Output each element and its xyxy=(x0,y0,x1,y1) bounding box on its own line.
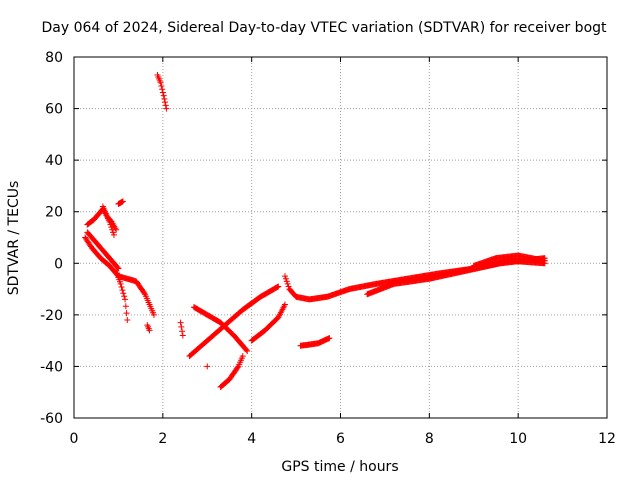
data-point-marker xyxy=(179,328,186,335)
data-point-marker xyxy=(119,198,126,205)
data-point-marker xyxy=(159,89,166,96)
data-point-marker xyxy=(150,311,157,318)
data-point-marker xyxy=(107,221,114,228)
x-tick-label: 4 xyxy=(247,431,256,447)
data-point-marker xyxy=(162,99,169,106)
data-point-marker xyxy=(541,257,548,264)
data-point-marker xyxy=(159,86,166,93)
axis-ticks: 0 2 4 6 8 10 12 -60 -40 -20 0 20 40 60 80 xyxy=(40,50,616,447)
data-point-marker xyxy=(146,327,153,334)
data-point-marker xyxy=(204,363,211,370)
data-point-marker xyxy=(110,231,117,238)
x-tick-label: 2 xyxy=(158,431,167,447)
data-point-marker xyxy=(244,347,251,354)
y-tick-label: 20 xyxy=(45,205,63,221)
y-tick-label: -20 xyxy=(40,308,63,324)
data-point-marker xyxy=(234,364,241,371)
data-point-marker xyxy=(283,278,290,285)
x-tick-label: 12 xyxy=(598,431,616,447)
x-tick-label: 6 xyxy=(336,431,345,447)
data-series xyxy=(82,72,548,391)
data-point-marker xyxy=(163,105,170,112)
data-point-marker xyxy=(160,92,167,99)
x-tick-label: 10 xyxy=(509,431,527,447)
data-point-marker xyxy=(119,287,126,294)
x-axis-label: GPS time / hours xyxy=(281,459,398,475)
data-point-marker xyxy=(284,280,291,287)
data-point-marker xyxy=(108,224,115,231)
data-point-marker xyxy=(326,335,333,342)
data-point-marker xyxy=(106,219,113,226)
data-point-marker xyxy=(177,319,184,326)
data-point-marker xyxy=(122,296,129,303)
data-point-marker xyxy=(122,303,129,310)
data-point-marker xyxy=(274,284,281,291)
data-point-marker xyxy=(275,283,282,290)
y-tick-label: 0 xyxy=(54,256,63,272)
y-tick-label: 60 xyxy=(45,102,63,118)
data-point-marker xyxy=(121,293,128,300)
x-tick-label: 8 xyxy=(425,431,434,447)
y-tick-label: -60 xyxy=(40,411,63,427)
chart-title: Day 064 of 2024, Sidereal Day-to-day VTE… xyxy=(41,20,607,36)
data-point-marker xyxy=(239,353,246,360)
data-point-marker xyxy=(158,83,165,90)
data-point-marker xyxy=(281,273,288,280)
y-axis-label: SDTVAR / TECUs xyxy=(6,181,22,296)
data-point-marker xyxy=(110,229,117,236)
y-tick-label: -40 xyxy=(40,359,63,375)
data-point-marker xyxy=(141,290,148,297)
data-point-marker xyxy=(157,79,164,86)
data-point-marker xyxy=(118,284,125,291)
data-point-marker xyxy=(179,332,186,339)
data-point-marker xyxy=(117,280,124,287)
y-tick-label: 80 xyxy=(45,50,63,66)
data-point-marker xyxy=(120,290,127,297)
data-point-marker xyxy=(162,102,169,109)
data-point-marker xyxy=(124,317,131,324)
x-tick-label: 0 xyxy=(70,431,79,447)
grid xyxy=(74,57,607,418)
data-point-marker xyxy=(123,310,130,317)
data-point-marker xyxy=(282,275,289,282)
data-point-marker xyxy=(285,283,292,290)
data-point-marker xyxy=(243,346,250,353)
data-point-marker xyxy=(114,264,121,271)
data-point-marker xyxy=(281,301,288,308)
data-point-marker xyxy=(109,226,116,233)
data-point-marker xyxy=(161,95,168,102)
y-tick-label: 40 xyxy=(45,153,63,169)
data-point-marker xyxy=(178,323,185,330)
